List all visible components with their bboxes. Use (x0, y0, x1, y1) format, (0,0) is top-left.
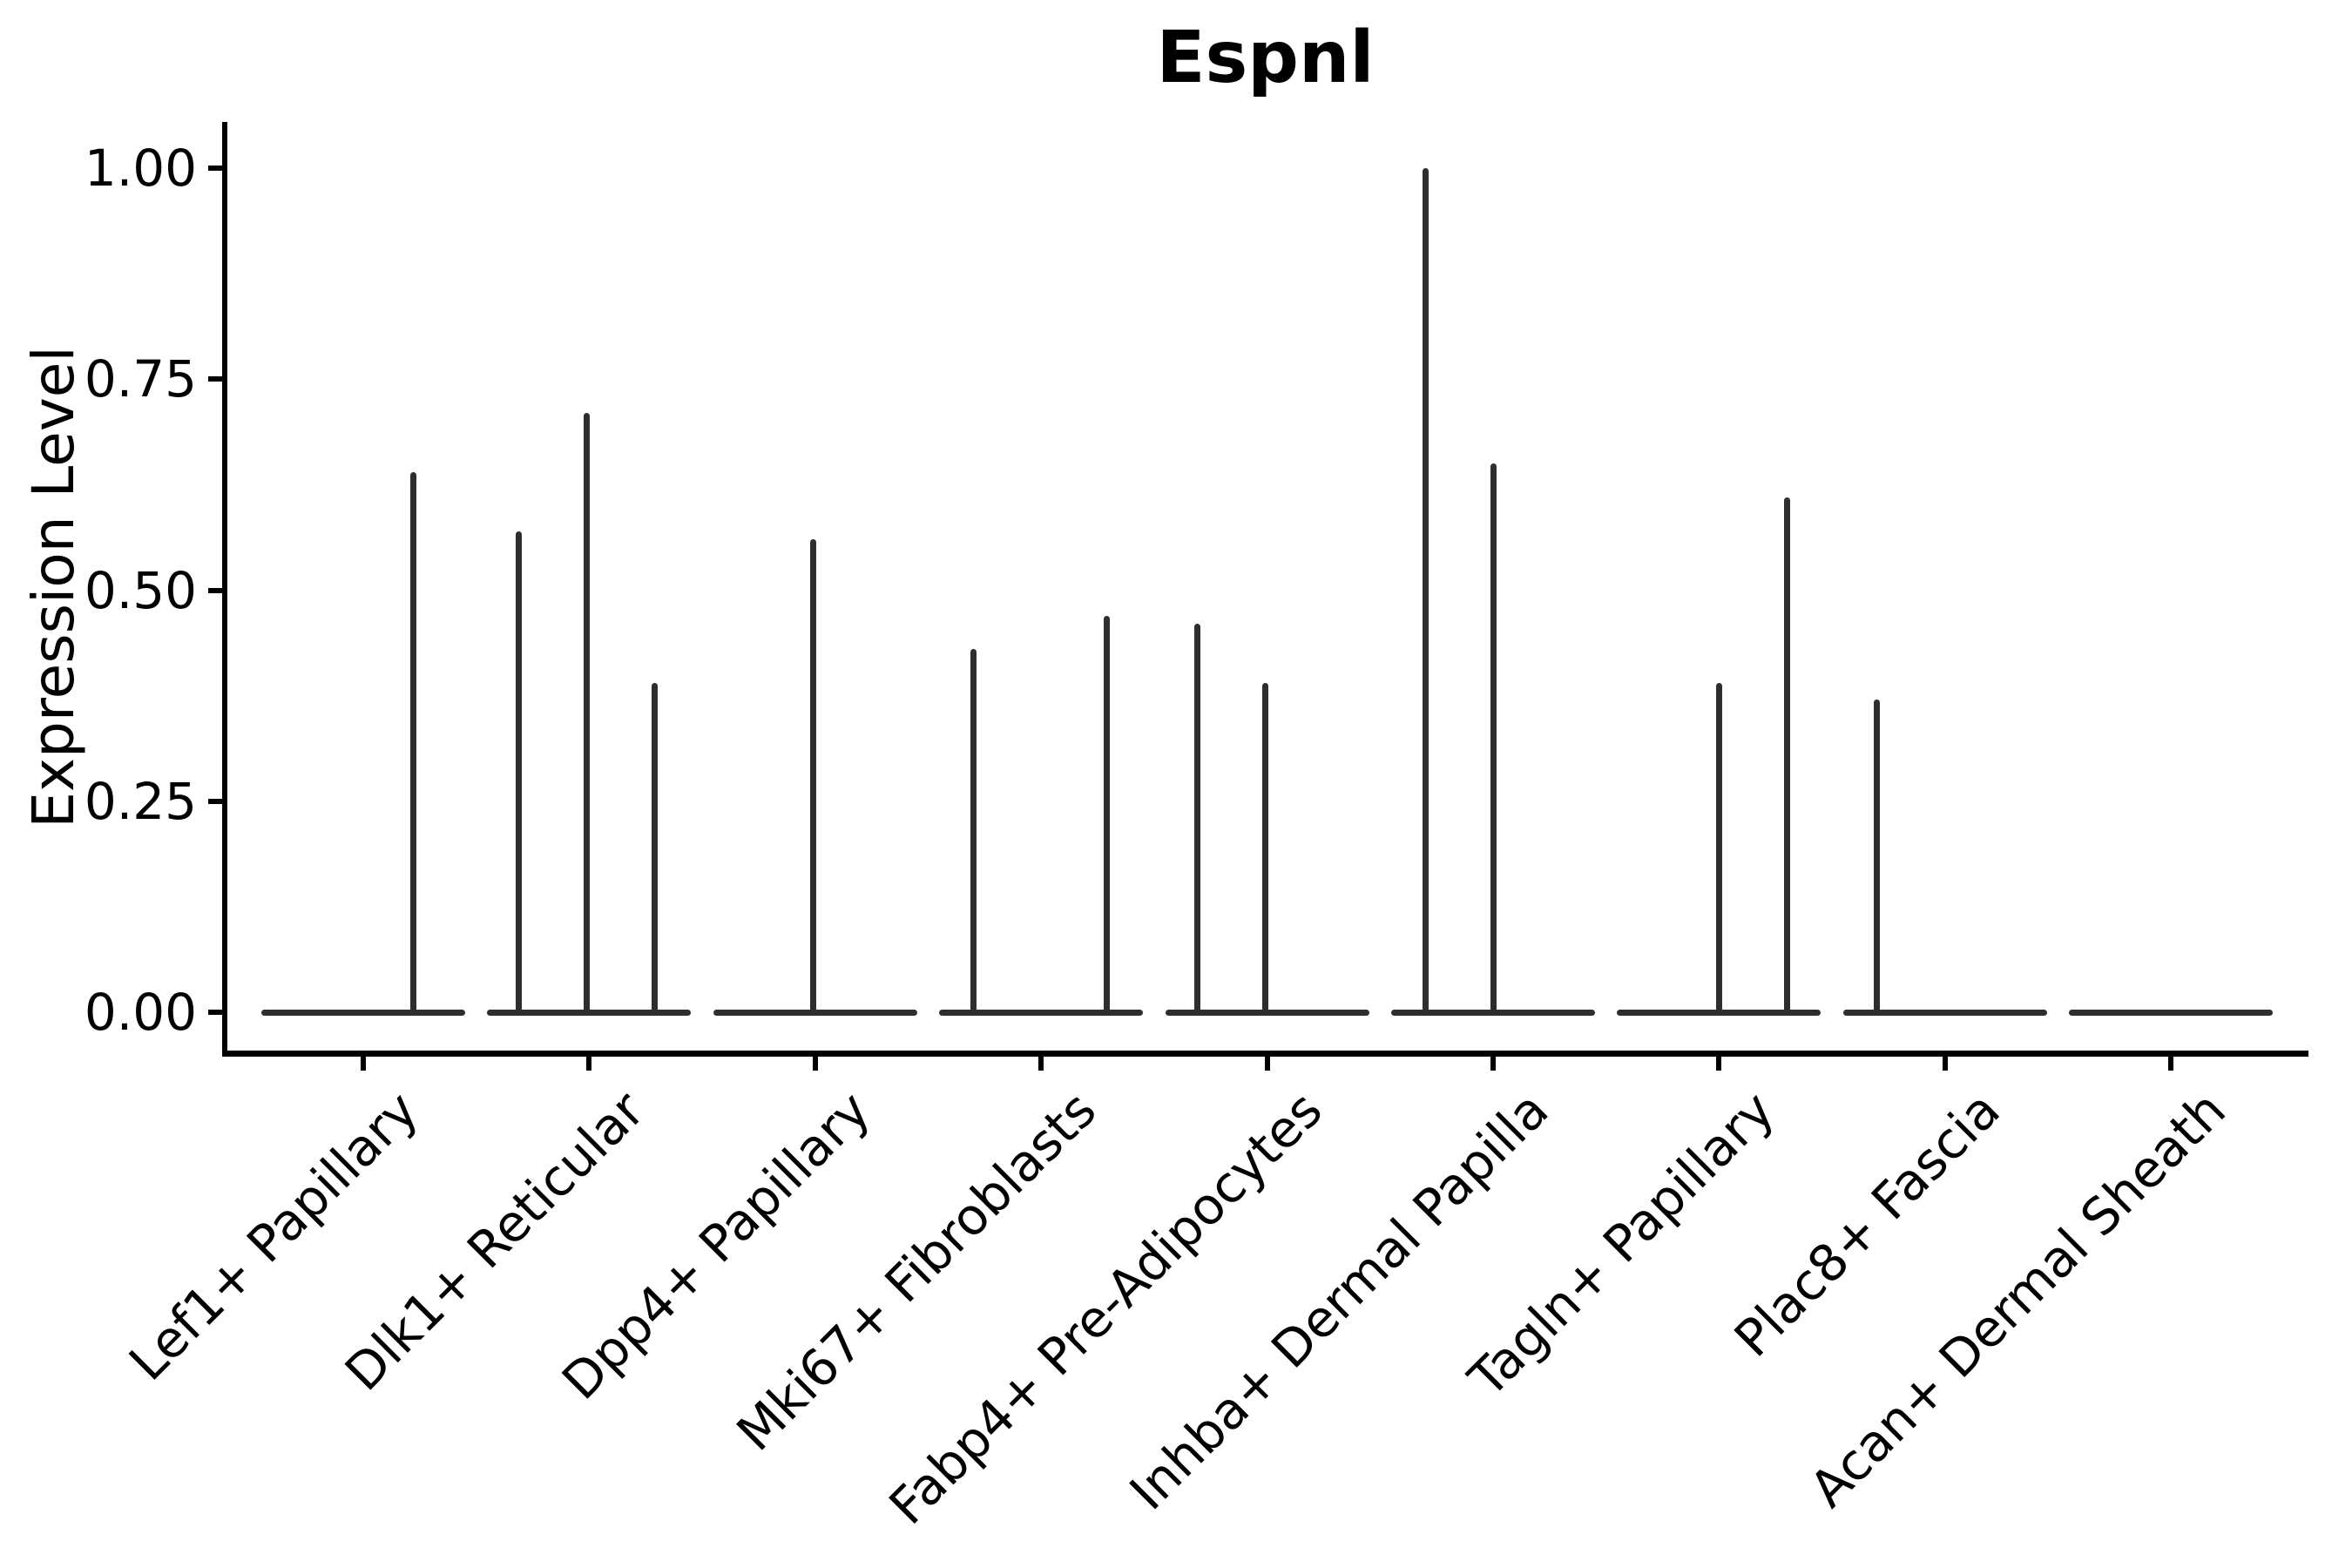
violin-baseline (939, 1010, 1144, 1016)
x-tick-mark (1038, 1057, 1044, 1071)
y-tick-label: 1.00 (84, 139, 197, 198)
violin-baseline (487, 1010, 692, 1016)
x-tick-mark (812, 1057, 818, 1071)
violin-spike (1261, 683, 1268, 1010)
violin-baseline (1617, 1010, 1821, 1016)
x-tick-mark (1942, 1057, 1948, 1071)
y-tick-mark (208, 1010, 222, 1015)
violin-baseline (1391, 1010, 1595, 1016)
violin-baseline (261, 1010, 465, 1016)
x-tick-label: Fabp4+ Pre-Adipocytes (877, 1079, 1334, 1536)
violin-spike (1490, 463, 1497, 1010)
violin-spike (516, 531, 523, 1010)
x-tick-mark (2168, 1057, 2174, 1071)
x-tick-label: Inhba+ Dermal Papilla (1118, 1079, 1559, 1522)
violin-spike (652, 683, 659, 1010)
violin-baseline (1842, 1010, 2047, 1016)
y-tick-mark (208, 376, 222, 382)
violin-spike (1874, 700, 1881, 1010)
violin-spike (584, 413, 591, 1010)
violin-spike (1103, 615, 1110, 1010)
violin-baseline (2069, 1010, 2274, 1016)
x-tick-mark (1264, 1057, 1270, 1071)
x-tick-label: Acan+ Dermal Sheath (1798, 1079, 2238, 1519)
y-tick-mark (208, 587, 222, 593)
violin-spike (1422, 168, 1429, 1010)
x-tick-mark (586, 1057, 592, 1071)
chart-title: Espnl (1156, 17, 1375, 99)
x-tick-mark (1490, 1057, 1496, 1071)
x-axis-spine (222, 1051, 2308, 1057)
violin-spike (970, 649, 977, 1010)
violin-baseline (713, 1010, 917, 1016)
y-axis-spine (222, 122, 227, 1057)
y-tick-label: 0.75 (84, 349, 197, 409)
y-tick-mark (208, 166, 222, 171)
violin-spike (1715, 683, 1722, 1010)
violin-spike (1193, 624, 1200, 1010)
x-tick-mark (361, 1057, 366, 1071)
y-tick-mark (208, 798, 222, 804)
y-tick-label: 0.00 (84, 983, 197, 1042)
violin-spike (409, 471, 416, 1010)
x-tick-mark (1716, 1057, 1722, 1071)
y-tick-label: 0.25 (84, 771, 197, 831)
violin-baseline (1165, 1010, 1369, 1016)
violin-spike (809, 539, 816, 1010)
violin-spike (1783, 497, 1790, 1010)
y-tick-label: 0.50 (84, 560, 197, 620)
